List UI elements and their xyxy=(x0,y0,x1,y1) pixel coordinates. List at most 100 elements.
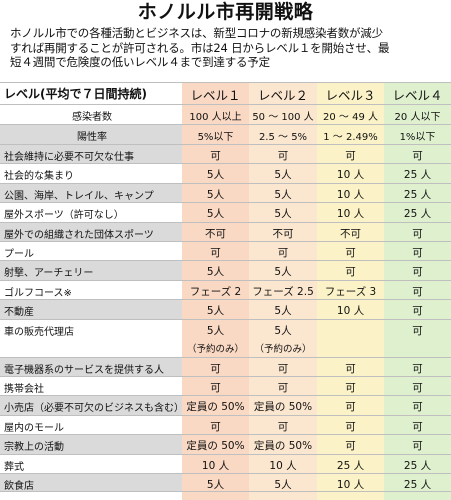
activity-note: （予約のみ） xyxy=(254,343,312,355)
activity-value: 可 xyxy=(412,401,423,414)
criteria-value: 1%以下 xyxy=(399,132,436,143)
activity-value: 10 人 xyxy=(336,305,365,318)
activity-label: 飲食店 xyxy=(4,481,34,492)
level-column-bg xyxy=(249,82,317,500)
row-divider xyxy=(0,434,451,436)
criteria-value: 2.5 ～ 5% xyxy=(258,132,308,143)
criteria-value: 50 ～ 100 人 xyxy=(252,112,314,123)
row-divider xyxy=(0,414,451,416)
row-label-shade xyxy=(0,182,182,203)
criteria-value: 100 人以上 xyxy=(189,112,242,123)
activity-value: 10 人 xyxy=(201,459,230,472)
activity-value: 5人 xyxy=(274,479,292,491)
intro-line: 短４週間で危険度の低いレベル４まで到達する予定 xyxy=(10,55,270,69)
activity-label: 屋外スポーツ（許可なし） xyxy=(4,210,124,222)
activity-value: 25 人 xyxy=(403,208,432,221)
activity-label: 射撃、アーチェリー xyxy=(4,268,94,280)
activity-value: 可 xyxy=(277,362,289,375)
row-divider xyxy=(0,279,451,281)
page-title: ホノルル市再開戦略 xyxy=(137,1,314,23)
activity-value: 可 xyxy=(412,420,423,433)
activity-value: 可 xyxy=(210,150,221,162)
activity-value: 10 人 xyxy=(336,479,365,491)
intro-text: ホノルル市での各種活動とビジネスは、新型コロナの新規感染者数が減少 すれば再開す… xyxy=(10,26,443,70)
activity-value: 可 xyxy=(345,362,356,375)
activity-value: 可 xyxy=(277,420,289,433)
activity-value: 10 人 xyxy=(336,188,365,201)
row-divider xyxy=(0,124,451,125)
activity-label: ゴルフコース※ xyxy=(4,287,72,299)
row-label-shade xyxy=(0,473,182,493)
criteria-label-shade xyxy=(0,124,182,144)
row-label-shade xyxy=(0,395,182,415)
activity-value: 可 xyxy=(210,382,221,394)
criteria-label-shade xyxy=(0,104,182,124)
criteria-value: 1 ～ 2.49% xyxy=(323,132,378,143)
activity-label: 屋外での組織された団体スポーツ xyxy=(4,229,154,241)
activity-value: 5人 xyxy=(206,305,225,318)
activity-label: プール xyxy=(4,249,34,260)
activity-value: 25 人 xyxy=(403,459,432,472)
criteria-value: 5%以下 xyxy=(197,132,234,143)
row-divider xyxy=(0,356,451,358)
row-label-shade xyxy=(0,434,182,454)
activity-value: 可 xyxy=(277,150,289,162)
activity-value: フェーズ 2.5 xyxy=(252,285,314,298)
activity-value: 5人 xyxy=(206,266,225,279)
activity-value: 5人 xyxy=(274,169,292,182)
activity-label: 不動産 xyxy=(4,307,34,319)
activity-value: 可 xyxy=(210,247,221,259)
activity-value: 可 xyxy=(412,227,423,240)
row-divider xyxy=(0,299,451,301)
row-divider xyxy=(0,182,451,184)
activity-value: 可 xyxy=(412,285,423,298)
activity-label: 小売店（必要不可欠のビジネスも含む） xyxy=(4,403,182,415)
activity-value: 25 人 xyxy=(403,169,432,182)
row-divider xyxy=(0,376,451,377)
level-header-label: レベル(平均で７日間持続) xyxy=(4,87,147,101)
activity-value: 可 xyxy=(210,420,221,433)
activity-value: 可 xyxy=(412,440,423,453)
activity-value: フェーズ 2 xyxy=(189,285,242,298)
level-header-1: レベル１ xyxy=(190,88,241,103)
level-column-bg xyxy=(384,82,451,500)
activity-value: 可 xyxy=(210,362,221,375)
activity-label: 携帯会社 xyxy=(4,384,44,395)
criteria-value: 20 人以下 xyxy=(394,112,441,123)
activity-value: 定員の 50% xyxy=(253,401,313,414)
activity-value: 5人 xyxy=(206,169,225,182)
criteria-label: 陽性率 xyxy=(77,132,107,143)
activity-value: 可 xyxy=(345,382,356,394)
row-divider xyxy=(0,453,451,455)
row-divider xyxy=(0,221,451,223)
activity-value: 定員の 50% xyxy=(253,440,313,453)
activity-value: 可 xyxy=(345,247,356,259)
activity-value: 5人 xyxy=(206,479,225,491)
activity-value: 5人 xyxy=(274,188,292,201)
activity-value: 可 xyxy=(345,440,356,453)
activity-value: 5人 xyxy=(206,208,225,221)
activity-value: 可 xyxy=(412,362,423,375)
activity-value: 可 xyxy=(412,150,423,162)
activity-value: 可 xyxy=(412,382,423,394)
intro-line: すれば再開することが許可される。市は24 日からレベル１を開始させ、最 xyxy=(10,40,390,55)
activity-label: 社会的な集まり xyxy=(4,171,74,183)
level-header-2: レベル２ xyxy=(257,88,308,103)
activity-label: 屋内のモール xyxy=(4,422,64,434)
level-header-3: レベル３ xyxy=(325,88,376,103)
activity-value: 5人 xyxy=(274,305,292,318)
activity-value: 可 xyxy=(412,305,423,318)
activity-value: 定員の 50% xyxy=(186,401,245,414)
activity-value: 可 xyxy=(412,247,423,259)
activity-value: 25 人 xyxy=(403,188,432,201)
activity-value: 25 人 xyxy=(336,459,365,472)
activity-label: 宗教上の活動 xyxy=(4,442,64,454)
activity-value: 可 xyxy=(345,420,356,433)
activity-value: 可 xyxy=(277,382,289,394)
row-divider xyxy=(0,395,451,397)
activity-label: 葬式 xyxy=(4,461,24,473)
row-divider xyxy=(0,260,451,262)
level-column-bg xyxy=(317,82,384,500)
activity-value: 10 人 xyxy=(336,208,365,221)
